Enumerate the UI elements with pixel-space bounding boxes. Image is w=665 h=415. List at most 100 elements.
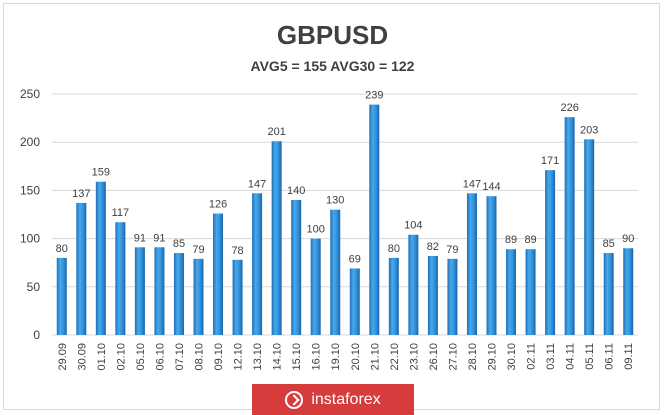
bar bbox=[408, 234, 419, 335]
x-tick-label: 21.10 bbox=[369, 343, 381, 371]
bar-value-label: 201 bbox=[267, 126, 285, 138]
bar-value-label: 91 bbox=[134, 232, 146, 244]
bar-value-label: 89 bbox=[505, 234, 517, 246]
bar-value-label: 100 bbox=[307, 224, 325, 236]
x-tick-label: 20.10 bbox=[350, 343, 362, 371]
bar-value-label: 69 bbox=[349, 253, 361, 265]
x-tick-label: 12.10 bbox=[233, 343, 245, 371]
bar bbox=[584, 139, 595, 335]
bar bbox=[369, 104, 380, 335]
x-tick-label: 08.10 bbox=[194, 343, 206, 371]
y-tick-label: 150 bbox=[20, 183, 40, 197]
bar bbox=[545, 170, 556, 335]
bar-value-label: 79 bbox=[446, 244, 458, 256]
bar bbox=[330, 209, 341, 335]
x-tick-label: 02.11 bbox=[526, 343, 538, 370]
bar-value-label: 203 bbox=[580, 124, 598, 136]
bar-value-label: 147 bbox=[248, 178, 266, 190]
x-tick-label: 27.10 bbox=[447, 343, 459, 371]
bar bbox=[134, 247, 145, 335]
bar bbox=[193, 258, 204, 335]
bar-value-label: 78 bbox=[231, 245, 243, 257]
x-tick-label: 29.10 bbox=[487, 343, 499, 371]
watermark-text: instaforex bbox=[311, 390, 381, 408]
x-tick-label: 03.11 bbox=[545, 343, 557, 370]
bar-value-label: 89 bbox=[524, 234, 536, 246]
bar-value-label: 85 bbox=[603, 238, 615, 250]
x-tick-label: 05.10 bbox=[135, 343, 147, 371]
x-tick-label: 01.10 bbox=[96, 343, 108, 371]
x-tick-label: 19.10 bbox=[330, 343, 342, 371]
bar bbox=[56, 257, 67, 335]
bar bbox=[271, 141, 282, 335]
x-tick-label: 14.10 bbox=[272, 343, 284, 371]
x-tick-label: 09.11 bbox=[623, 343, 635, 370]
bar-value-label: 117 bbox=[112, 207, 130, 219]
bar bbox=[427, 255, 438, 335]
y-tick-label: 50 bbox=[27, 280, 41, 294]
bar bbox=[95, 181, 106, 335]
bar-value-label: 226 bbox=[560, 102, 578, 114]
x-tick-label: 04.11 bbox=[565, 343, 577, 370]
x-tick-label: 30.10 bbox=[506, 343, 518, 371]
y-tick-label: 200 bbox=[20, 135, 40, 149]
bar bbox=[388, 257, 399, 335]
bar-value-label: 80 bbox=[388, 243, 400, 255]
bar bbox=[486, 196, 497, 335]
bar bbox=[115, 222, 126, 335]
instaforex-logo-icon bbox=[285, 390, 304, 409]
bar bbox=[564, 117, 575, 335]
instaforex-watermark: instaforex bbox=[252, 384, 414, 415]
x-tick-label: 22.10 bbox=[389, 343, 401, 371]
bar bbox=[76, 202, 87, 335]
bar bbox=[466, 193, 477, 335]
bar-value-label: 147 bbox=[463, 178, 481, 190]
bar bbox=[603, 253, 614, 335]
x-tick-label: 05.11 bbox=[584, 343, 596, 370]
x-tick-label: 26.10 bbox=[428, 343, 440, 371]
x-tick-label: 07.10 bbox=[174, 343, 186, 371]
x-tick-label: 28.10 bbox=[467, 343, 479, 371]
bar-value-label: 82 bbox=[427, 241, 439, 253]
bar-value-label: 126 bbox=[209, 199, 227, 211]
bar bbox=[252, 193, 263, 335]
bar-value-label: 80 bbox=[56, 243, 68, 255]
bar bbox=[310, 238, 321, 335]
bar bbox=[232, 259, 243, 335]
bar bbox=[447, 258, 458, 335]
bar bbox=[173, 253, 184, 335]
bar-value-label: 79 bbox=[192, 244, 204, 256]
x-tick-label: 02.10 bbox=[115, 343, 127, 371]
bar bbox=[525, 249, 536, 335]
bar-value-label: 91 bbox=[153, 232, 165, 244]
chart-title: GBPUSD bbox=[276, 20, 389, 50]
bar bbox=[623, 248, 634, 335]
x-tick-label: 13.10 bbox=[252, 343, 264, 371]
bar-value-label: 140 bbox=[287, 185, 305, 197]
x-tick-label: 16.10 bbox=[311, 343, 323, 371]
chart-subtitle: AVG5 = 155 AVG30 = 122 bbox=[250, 58, 415, 74]
bar-value-label: 144 bbox=[482, 181, 500, 193]
y-tick-label: 0 bbox=[33, 328, 40, 342]
x-tick-label: 23.10 bbox=[408, 343, 420, 371]
x-tick-label: 09.10 bbox=[213, 343, 225, 371]
bar-value-label: 85 bbox=[173, 238, 185, 250]
bar-value-label: 159 bbox=[92, 167, 110, 179]
bar bbox=[291, 200, 302, 335]
x-tick-label: 06.11 bbox=[604, 343, 616, 370]
bar-value-label: 171 bbox=[541, 155, 559, 167]
x-tick-label: 30.09 bbox=[76, 343, 88, 371]
y-tick-label: 100 bbox=[20, 232, 40, 246]
bar-value-label: 104 bbox=[404, 220, 422, 232]
bar-value-label: 137 bbox=[72, 188, 90, 200]
y-tick-label: 250 bbox=[20, 87, 40, 101]
bar bbox=[213, 213, 224, 335]
bar-value-label: 90 bbox=[622, 233, 634, 245]
bar bbox=[506, 249, 517, 335]
bar-value-label: 239 bbox=[365, 90, 383, 102]
bar-value-label: 130 bbox=[326, 195, 344, 207]
x-tick-label: 15.10 bbox=[291, 343, 303, 371]
bar bbox=[154, 247, 165, 335]
x-tick-label: 06.10 bbox=[154, 343, 166, 371]
